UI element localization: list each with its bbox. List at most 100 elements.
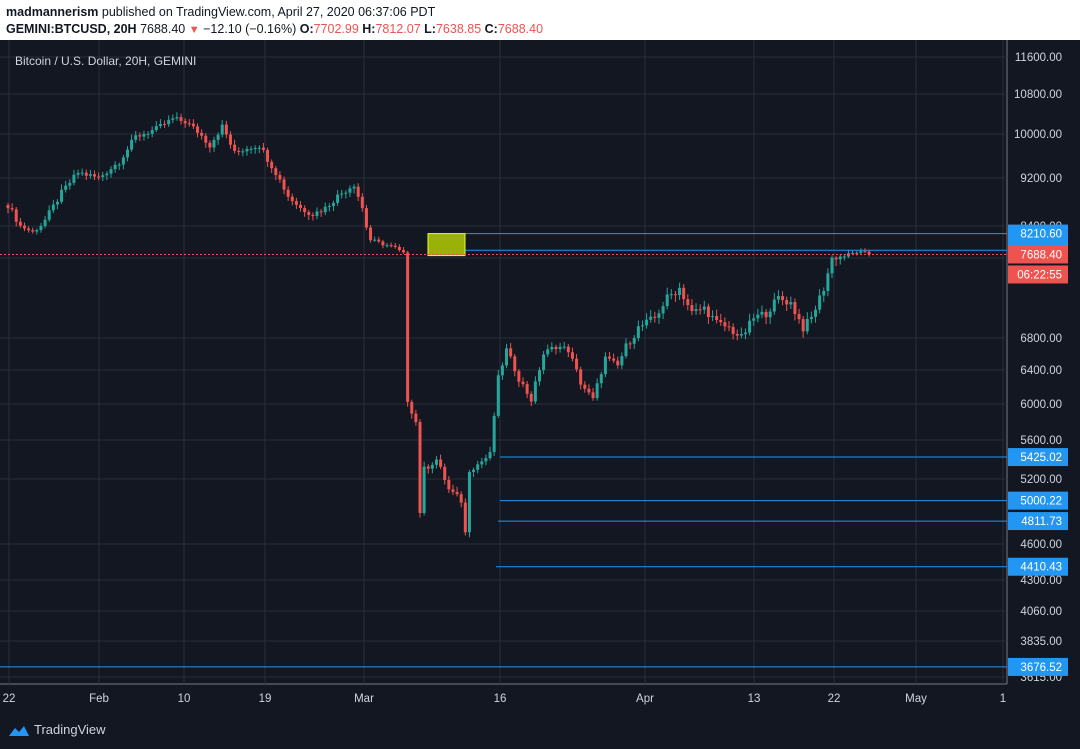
candle <box>451 484 455 496</box>
candle-body <box>599 374 603 384</box>
last-price-badge <box>1008 245 1068 264</box>
candle <box>500 362 504 380</box>
candle-body <box>645 319 649 326</box>
candle <box>389 242 393 248</box>
candle <box>748 313 752 336</box>
time-tick-label: 10 <box>178 693 191 705</box>
tradingview-brand[interactable]: TradingView <box>34 722 106 737</box>
candle <box>809 311 813 324</box>
candle <box>781 291 785 306</box>
highlight-rectangle[interactable] <box>427 233 466 257</box>
candle-body <box>352 186 356 189</box>
candle <box>439 454 443 470</box>
candle <box>18 217 22 229</box>
author-name[interactable]: madmannerism <box>6 5 99 19</box>
candle-body <box>686 299 690 306</box>
candle-body <box>488 451 492 459</box>
candle-body <box>360 196 364 209</box>
candle-body <box>492 415 496 452</box>
candle <box>682 284 686 306</box>
price-chart[interactable]: 11600.0010800.0010000.009200.008400.0076… <box>0 40 1080 711</box>
candle <box>645 313 649 329</box>
candle-body <box>570 352 574 359</box>
tradingview-logo-icon[interactable] <box>8 723 30 737</box>
candle-body <box>385 245 389 247</box>
candle-body <box>583 384 587 389</box>
candle <box>93 170 97 181</box>
candle <box>364 204 368 231</box>
candle-body <box>299 204 303 208</box>
candle <box>101 171 105 182</box>
candle-body <box>369 227 373 241</box>
candle-body <box>760 311 764 315</box>
candle <box>768 308 772 324</box>
candle <box>583 381 587 393</box>
level-price-badge <box>1008 491 1068 510</box>
price-axis[interactable]: 11600.0010800.0010000.009200.008400.0076… <box>1008 52 1068 684</box>
candle-body <box>294 201 298 205</box>
price-tick-label: 5200.00 <box>1020 474 1062 486</box>
candle-body <box>290 196 294 202</box>
candle-body <box>303 207 307 213</box>
candle-body <box>163 123 167 125</box>
candle <box>505 343 509 369</box>
price-tick-label: 4300.00 <box>1020 575 1062 587</box>
candle <box>109 166 113 178</box>
candle-body <box>616 360 620 366</box>
time-axis[interactable]: 22 Feb 10 19 Mar 16 Apr 13 22 May 1 <box>3 693 1007 705</box>
candle-body <box>768 311 772 318</box>
level-price-label: 5425.02 <box>1020 452 1062 464</box>
candle-body <box>430 464 434 469</box>
candle-body <box>47 210 51 220</box>
candle <box>299 201 303 212</box>
candle-body <box>657 313 661 318</box>
candle-body <box>525 384 529 394</box>
price-change: −12.10 (−0.16%) <box>203 22 297 36</box>
candle-body <box>191 123 195 127</box>
candle <box>344 190 348 199</box>
candle-body <box>373 239 377 241</box>
candle-body <box>558 346 562 350</box>
candle-body <box>562 346 566 348</box>
candle-body <box>513 356 517 372</box>
candle <box>496 369 500 419</box>
candle-body <box>167 119 171 125</box>
highlight-zone[interactable] <box>427 233 466 257</box>
candle <box>319 208 323 217</box>
candle <box>146 131 150 139</box>
candle <box>43 216 47 229</box>
candle-body <box>702 306 706 310</box>
level-price-badge <box>1008 557 1068 576</box>
candle-body <box>505 348 509 366</box>
candle-body <box>307 212 311 215</box>
candle <box>381 239 385 249</box>
candle-body <box>851 252 855 254</box>
high-value: 7812.07 <box>375 22 421 36</box>
candle <box>608 351 612 362</box>
candle <box>620 352 624 370</box>
candle <box>480 457 484 469</box>
horizontal-levels[interactable] <box>0 233 1007 668</box>
candle <box>426 464 430 474</box>
candle-body <box>587 388 591 393</box>
candle <box>632 335 636 349</box>
candle-body <box>249 148 253 150</box>
candle-body <box>336 194 340 203</box>
candle <box>224 120 228 139</box>
symbol-label: GEMINI:BTCUSD, 20H <box>6 22 137 36</box>
candle-body <box>665 294 669 307</box>
chart-grid <box>0 40 1008 685</box>
candle <box>443 463 447 485</box>
candle <box>336 190 340 206</box>
candle-body <box>781 296 785 301</box>
candle <box>690 299 694 316</box>
candle <box>711 310 715 322</box>
candle <box>150 126 154 138</box>
last-price-axis-label: 7688.40 <box>1020 249 1062 261</box>
candle <box>216 132 220 145</box>
candle <box>397 244 401 252</box>
candle <box>739 327 743 339</box>
candle-body <box>175 117 179 119</box>
candle-body <box>27 228 31 231</box>
publish-info: madmannerism published on TradingView.co… <box>6 5 435 19</box>
